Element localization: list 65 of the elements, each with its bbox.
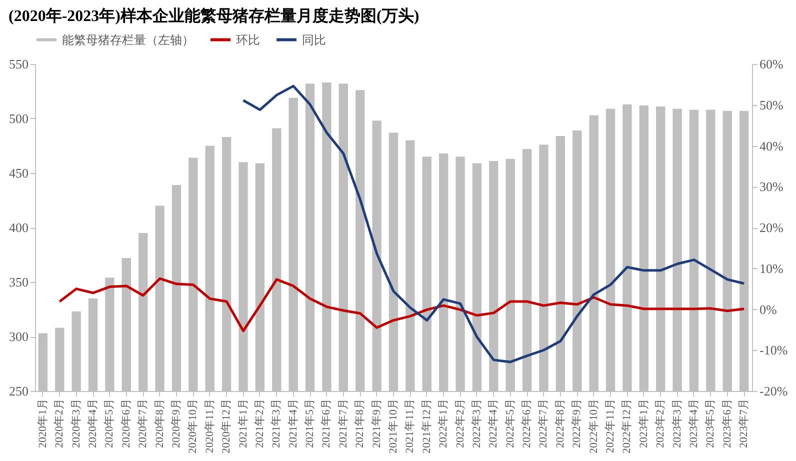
y2-tick-label: 0% — [760, 302, 777, 317]
x-tick-label: 2020年11月 — [204, 398, 216, 454]
x-tick-label: 2022年6月 — [521, 398, 534, 448]
x-tick-label: 2021年5月 — [304, 398, 316, 448]
x-tick-label: 2020年12月 — [220, 398, 233, 454]
x-tick-label: 2023年5月 — [704, 398, 717, 448]
chart-title: (2020年-2023年)样本企业能繁母猪存栏量月度走势图(万头) — [8, 6, 420, 25]
x-tick-label: 2020年7月 — [137, 398, 150, 448]
x-tick-label: 2021年9月 — [370, 398, 383, 448]
y2-tick-label: 30% — [760, 179, 784, 194]
y2-tick-label: -20% — [760, 384, 788, 398]
x-tick-label: 2021年7月 — [337, 398, 350, 448]
x-tick-label: 2020年9月 — [170, 398, 182, 448]
x-tick-label: 2023年1月 — [638, 398, 650, 448]
y2-tick-label: 50% — [760, 97, 784, 112]
y-tick-label: 500 — [9, 111, 28, 126]
x-tick-label: 2020年8月 — [154, 398, 166, 448]
x-tick-label: 2022年9月 — [571, 398, 584, 448]
x-tick-label: 2021年6月 — [320, 398, 333, 448]
x-tick-label: 2022年7月 — [538, 398, 550, 448]
x-tick-label: 2023年4月 — [688, 398, 700, 448]
x-tick-label: 2021年3月 — [270, 398, 283, 448]
x-tick-label: 2021年1月 — [237, 398, 250, 448]
x-tick-label: 2022年10月 — [588, 398, 600, 454]
x-tick-label: 2022年12月 — [621, 398, 634, 454]
x-tick-label: 2022年8月 — [554, 398, 566, 448]
x-tick-label: 2020年6月 — [120, 398, 132, 448]
legend-label: 能繁母猪存栏量（左轴） — [62, 32, 194, 47]
x-tick-label: 2020年3月 — [70, 398, 82, 448]
y-tick-label: 550 — [9, 56, 28, 72]
x-tick-label: 2020年2月 — [54, 398, 66, 448]
x-tick-label: 2020年1月 — [36, 398, 49, 448]
y2-tick-label: 20% — [760, 220, 784, 235]
x-tick-label: 2021年10月 — [388, 398, 400, 454]
y2-tick-label: 40% — [760, 138, 784, 154]
x-tick-label: 2021年4月 — [287, 398, 300, 448]
x-tick-label: 2023年2月 — [654, 398, 667, 448]
x-tick-label: 2023年3月 — [671, 398, 684, 448]
x-tick-label: 2020年4月 — [87, 398, 100, 448]
y-tick-label: 400 — [9, 220, 28, 235]
x-tick-label: 2020年10月 — [187, 398, 200, 454]
y-tick-label: 450 — [9, 166, 28, 180]
legend-label: 同比 — [302, 32, 326, 47]
x-tick-label: 2021年8月 — [354, 398, 366, 448]
x-tick-label: 2021年11月 — [404, 398, 416, 454]
y-tick-label: 300 — [9, 329, 28, 344]
legend-label: 环比 — [236, 32, 260, 47]
x-tick-label: 2021年12月 — [420, 398, 433, 454]
y2-tick-label: 10% — [760, 260, 784, 276]
y-tick-label: 250 — [9, 384, 28, 398]
y2-tick-label: -10% — [760, 342, 788, 358]
y2-tick-label: 60% — [760, 56, 784, 72]
line-series — [242, 84, 746, 364]
x-tick-label: 2023年6月 — [721, 398, 734, 448]
y-tick-label: 350 — [9, 274, 28, 290]
x-tick-label: 2022年1月 — [438, 398, 450, 448]
x-tick-label: 2020年5月 — [104, 398, 116, 448]
x-tick-label: 2022年3月 — [470, 398, 483, 448]
line-series — [58, 277, 746, 332]
x-tick-label: 2022年11月 — [604, 398, 617, 454]
x-tick-label: 2022年4月 — [488, 398, 500, 448]
x-tick-label: 2022年5月 — [504, 398, 516, 448]
x-tick-label: 2021年2月 — [254, 398, 266, 448]
x-tick-label: 2022年2月 — [454, 398, 466, 448]
x-tick-label: 2023年7月 — [738, 398, 750, 448]
